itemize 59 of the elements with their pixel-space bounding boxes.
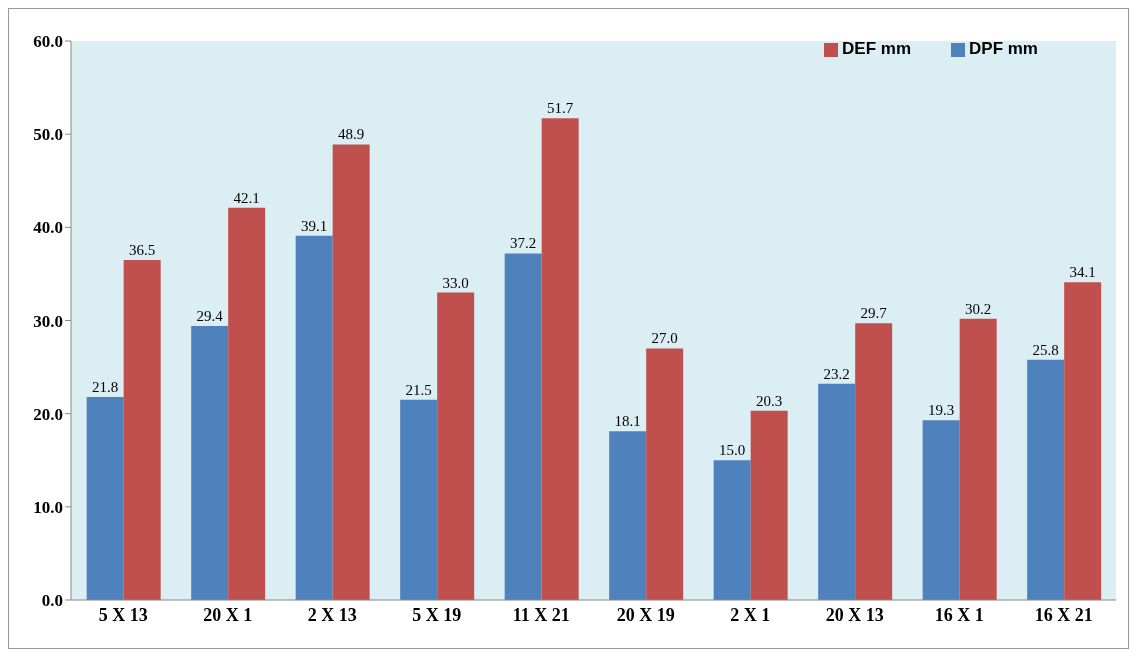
y-tick-label: 20.0 — [33, 404, 63, 424]
bar — [437, 292, 475, 600]
data-label: 48.9 — [338, 126, 365, 143]
bar — [922, 420, 960, 600]
y-tick-label: 0.0 — [41, 591, 63, 611]
bar — [818, 383, 856, 600]
data-label: 39.1 — [301, 217, 328, 234]
y-tick-label: 40.0 — [33, 218, 63, 238]
x-tick-label: 20 X 1 — [203, 604, 253, 625]
data-label: 20.3 — [756, 392, 783, 409]
bar — [750, 410, 788, 600]
bar — [504, 253, 542, 600]
data-label: 27.0 — [651, 330, 678, 347]
data-label: 34.1 — [1069, 264, 1096, 281]
bar — [713, 460, 751, 600]
y-tick-label: 60.0 — [33, 32, 63, 52]
bar — [646, 348, 684, 600]
bar — [541, 118, 579, 600]
data-label: 21.8 — [92, 378, 119, 395]
data-label: 29.4 — [196, 308, 224, 325]
data-label: 30.2 — [965, 300, 992, 317]
data-label: 36.5 — [129, 241, 156, 258]
data-label: 21.5 — [405, 381, 432, 398]
x-tick-label: 16 X 1 — [934, 604, 984, 625]
bar — [1027, 359, 1065, 600]
bar — [123, 259, 161, 600]
bar — [959, 318, 997, 600]
legend-label: DPF mm — [969, 39, 1038, 58]
y-tick-label: 30.0 — [33, 311, 63, 331]
data-label: 29.7 — [860, 305, 888, 322]
x-tick-label: 2 X 1 — [730, 604, 771, 625]
bar — [191, 326, 229, 600]
y-tick-label: 50.0 — [33, 125, 63, 145]
data-label: 42.1 — [233, 189, 260, 206]
legend-label: DEF mm — [842, 39, 912, 58]
bar — [228, 207, 266, 600]
data-label: 25.8 — [1032, 341, 1059, 358]
data-label: 19.3 — [928, 402, 955, 419]
data-label: 33.0 — [442, 274, 469, 291]
data-label: 23.2 — [823, 365, 850, 382]
x-tick-label: 11 X 21 — [512, 604, 570, 625]
bar — [1064, 282, 1102, 600]
data-label: 51.7 — [547, 100, 574, 117]
bar — [86, 396, 124, 600]
data-label: 18.1 — [614, 413, 641, 430]
x-tick-label: 20 X 19 — [616, 604, 675, 625]
x-tick-label: 2 X 13 — [307, 604, 357, 625]
bar — [332, 144, 370, 600]
x-tick-label: 5 X 13 — [98, 604, 148, 625]
x-tick-label: 16 X 21 — [1034, 604, 1093, 625]
bar — [855, 323, 893, 600]
data-label: 15.0 — [719, 442, 746, 459]
data-label: 37.2 — [510, 235, 537, 252]
bar — [400, 399, 438, 600]
bar — [609, 431, 647, 600]
x-tick-label: 5 X 19 — [412, 604, 462, 625]
bar — [295, 235, 333, 600]
y-tick-label: 10.0 — [33, 497, 63, 517]
x-tick-label: 20 X 13 — [825, 604, 884, 625]
